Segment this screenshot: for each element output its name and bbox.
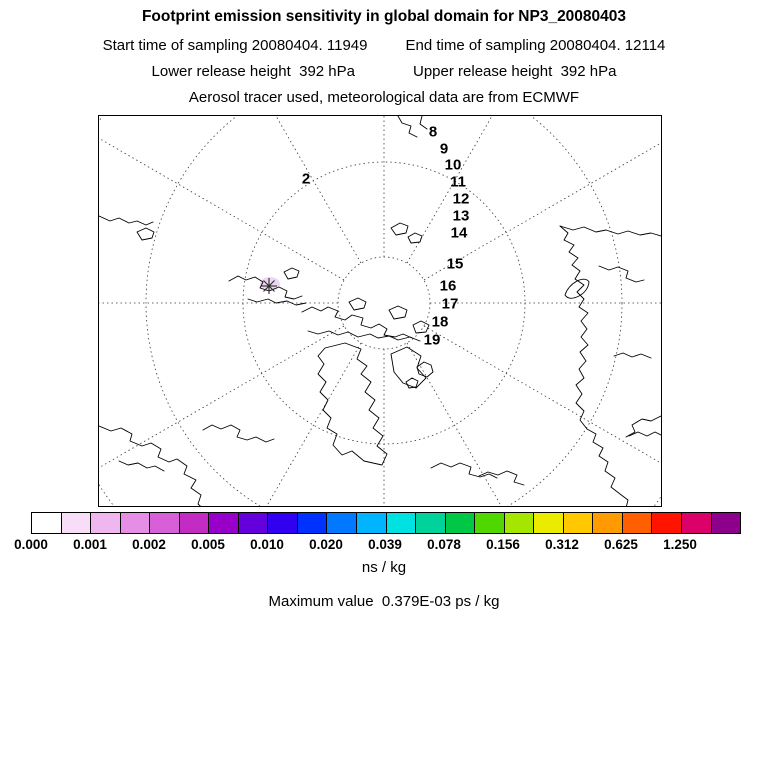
figure-title: Footprint emission sensitivity in global… [141, 8, 627, 25]
colorbar-tick-label: 1.250 [663, 537, 697, 552]
colorbar-segment [208, 513, 238, 533]
colorbar-tick-label: 0.039 [368, 537, 402, 552]
colorbar-tick-label: 0.002 [132, 537, 166, 552]
colorbar-segment [503, 513, 534, 533]
colorbar-tick-label: 0.020 [309, 537, 343, 552]
colorbar-segment [592, 513, 622, 533]
sampling-times-line: Start time of sampling 20080404. 11949 E… [0, 37, 768, 54]
colorbar-segment [385, 513, 416, 533]
colorbar-segment [267, 513, 297, 533]
colorbar-ticks: 0.000 0.001 0.002 0.005 0.010 0.020 0.039 0.078… [14, 537, 739, 554]
coastlines [99, 116, 661, 506]
max-value-text: Maximum value 0.379E-03 ps / kg [268, 593, 500, 610]
colorbar-segment [444, 513, 475, 533]
colorbar-segment [356, 513, 386, 533]
end-time-text: End time of sampling 20080404. 12114 [405, 37, 666, 54]
lower-height-text: Lower release height 392 hPa [151, 63, 355, 80]
tracer-line: Aerosol tracer used, meteorological data… [188, 89, 580, 106]
sensitivity-plume [260, 277, 280, 291]
colorbar-segment [237, 513, 268, 533]
colorbar-segment [562, 513, 593, 533]
colorbar-segment [415, 513, 445, 533]
map-panel: 2 8 9 10 11 12 13 14 15 16 17 18 19 [98, 115, 662, 507]
sensitivity-field-layer [260, 277, 280, 291]
colorbar-segment [710, 513, 741, 533]
colorbar-tick-label: 0.000 [14, 537, 48, 552]
colorbar-segment [296, 513, 327, 533]
start-time-text: Start time of sampling 20080404. 11949 [102, 37, 368, 54]
colorbar-tick-label: 0.001 [73, 537, 107, 552]
map-svg [99, 116, 661, 506]
colorbar-tick-label: 0.312 [545, 537, 579, 552]
colorbar-segment [60, 513, 91, 533]
colorbar-tick-label: 0.078 [427, 537, 461, 552]
colorbar-tick-label: 0.625 [604, 537, 638, 552]
colorbar-segment [119, 513, 150, 533]
colorbar-segment [681, 513, 711, 533]
release-heights-line: Lower release height 392 hPa Upper relea… [0, 63, 768, 80]
colorbar-segment [326, 513, 357, 533]
colorbar-tick-label: 0.156 [486, 537, 520, 552]
colorbar-segment [90, 513, 120, 533]
upper-height-text: Upper release height 392 hPa [413, 63, 617, 80]
colorbar-segment [32, 513, 61, 533]
colorbar-segment [621, 513, 652, 533]
colorbar [31, 512, 741, 534]
colorbar-segment [474, 513, 504, 533]
colorbar-segment [651, 513, 682, 533]
colorbar-segment [533, 513, 563, 533]
colorbar-tick-label: 0.010 [250, 537, 284, 552]
graticule [99, 116, 661, 506]
release-marker-icon [261, 278, 277, 294]
colorbar-units-label: ns / kg [361, 559, 407, 576]
colorbar-segment [178, 513, 209, 533]
colorbar-segment [149, 513, 179, 533]
colorbar-tick-label: 0.005 [191, 537, 225, 552]
